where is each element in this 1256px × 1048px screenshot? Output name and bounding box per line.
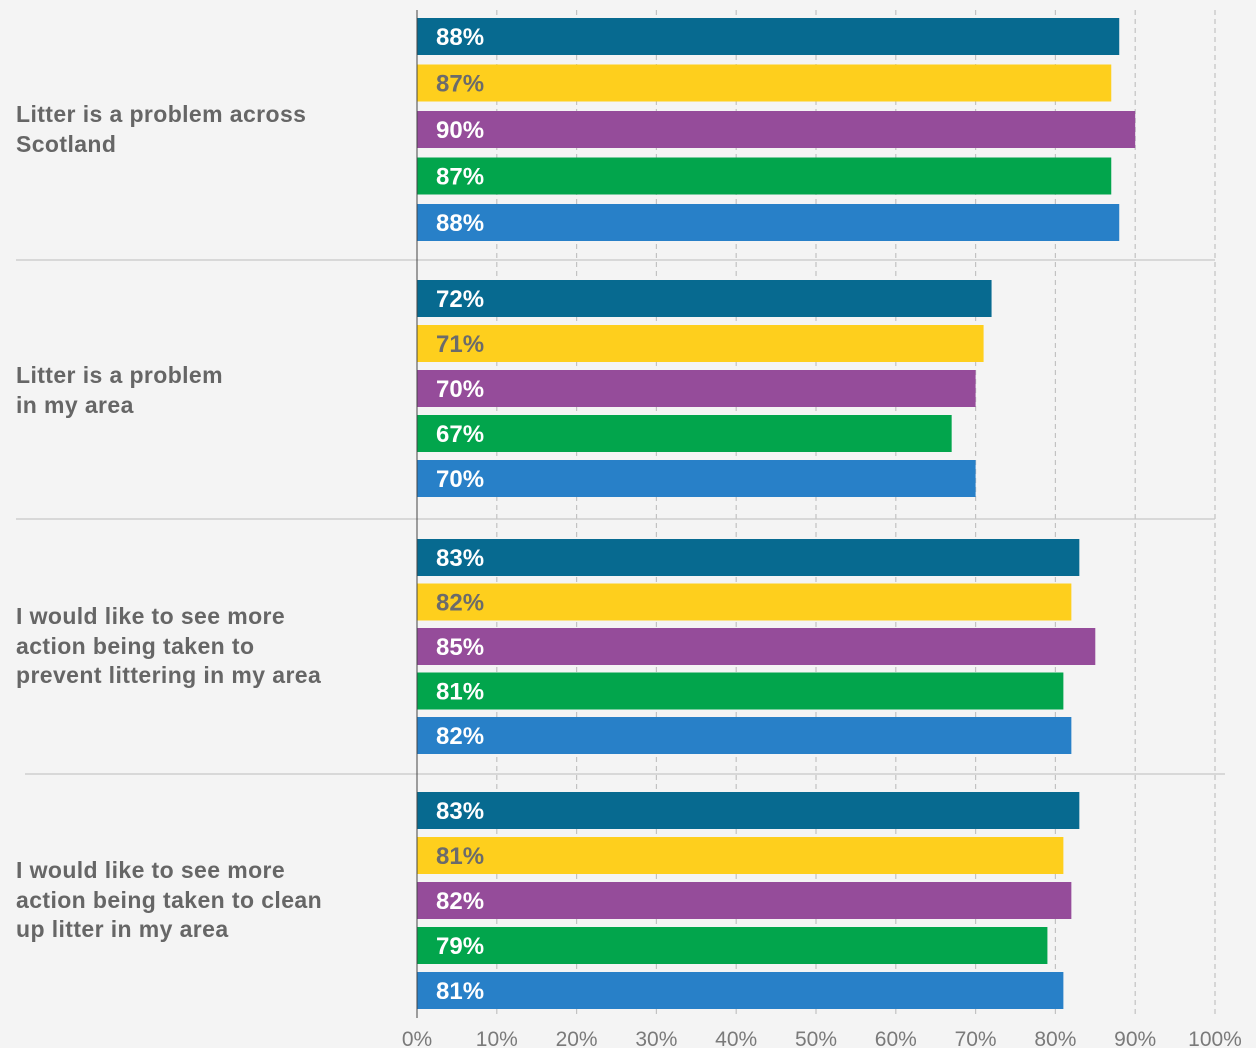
bar-value-label: 81% xyxy=(436,978,484,1005)
bar-value-label: 88% xyxy=(436,24,484,51)
bar xyxy=(417,460,976,497)
bar-value-label: 85% xyxy=(436,634,484,661)
x-tick-label: 10% xyxy=(476,1028,518,1048)
x-tick-label: 60% xyxy=(875,1028,917,1048)
bar xyxy=(417,792,1080,829)
bar xyxy=(417,583,1072,621)
bar-value-label: 81% xyxy=(436,679,484,706)
bar-value-labels: 88% 72% 83% 83% 87% 71% 82% 81% 90% 70% 85% 82% 87% 6… xyxy=(436,24,484,1005)
bar-value-label: 90% xyxy=(436,117,484,144)
bar-value-label: 70% xyxy=(436,376,484,403)
category-label: Litter is a problem across Scotland xyxy=(16,100,386,159)
category-label-line: Litter is a problem across xyxy=(16,101,307,127)
category-label-line: in my area xyxy=(16,391,134,418)
bar-value-label: 83% xyxy=(436,545,484,572)
bar-value-label: 88% xyxy=(436,210,484,237)
category-label-line: Litter is a problem xyxy=(16,362,223,388)
x-tick-label: 20% xyxy=(556,1028,598,1048)
bar xyxy=(417,628,1096,665)
bar-value-label: 70% xyxy=(436,466,484,493)
x-tick-label: 30% xyxy=(635,1028,677,1048)
x-tick-label: 100% xyxy=(1188,1028,1242,1048)
bar-value-label: 82% xyxy=(436,888,484,915)
x-axis-tick-labels: 0% 10% 20% 30% 40% 50% 60% 70% 80% 90% 100% xyxy=(402,1028,1242,1048)
x-tick-label: 40% xyxy=(715,1028,757,1048)
bar xyxy=(417,280,992,317)
bar-value-label: 83% xyxy=(436,798,484,825)
bar-value-label: 81% xyxy=(436,843,484,870)
x-tick-label: 50% xyxy=(795,1028,837,1048)
x-tick-label: 80% xyxy=(1034,1028,1076,1048)
bar xyxy=(417,927,1048,964)
category-label: I would like to see more action being tak… xyxy=(16,856,386,945)
bar-value-label: 87% xyxy=(436,71,484,98)
bar xyxy=(417,157,1112,195)
bar xyxy=(417,717,1072,754)
bar xyxy=(417,972,1064,1009)
bar-value-label: 87% xyxy=(436,164,484,191)
bar xyxy=(417,415,952,452)
x-tick-label: 70% xyxy=(955,1028,997,1048)
bar-value-label: 71% xyxy=(436,331,484,358)
category-label-line: prevent littering in my area xyxy=(16,662,322,688)
bar xyxy=(417,64,1112,102)
category-label-line: I would like to see more xyxy=(16,857,286,883)
bar xyxy=(417,111,1136,148)
group-separators xyxy=(16,259,1225,775)
bar-value-label: 72% xyxy=(436,286,484,313)
category-label-line: Scotland xyxy=(16,130,117,157)
bars xyxy=(417,18,1136,1009)
bar-value-label: 82% xyxy=(436,590,484,617)
bar xyxy=(417,204,1120,241)
category-label: Litter is a problem in my area xyxy=(16,361,386,420)
category-label-line: action being taken to clean xyxy=(16,886,323,913)
bar-value-label: 82% xyxy=(436,723,484,750)
bar xyxy=(417,837,1064,874)
bar-value-label: 79% xyxy=(436,933,484,960)
bar xyxy=(417,539,1080,576)
x-tick-label: 90% xyxy=(1114,1028,1156,1048)
bar xyxy=(417,882,1072,919)
category-label-line: up litter in my area xyxy=(16,916,229,942)
bar-value-label: 67% xyxy=(436,421,484,448)
bar xyxy=(417,325,984,362)
bar xyxy=(417,672,1064,710)
category-label-line: action being taken to xyxy=(16,632,255,659)
x-tick-label: 0% xyxy=(402,1028,432,1048)
bar xyxy=(417,370,976,407)
bar xyxy=(417,18,1120,55)
category-label-line: I would like to see more xyxy=(16,603,286,629)
category-label: I would like to see more action being tak… xyxy=(16,602,386,691)
